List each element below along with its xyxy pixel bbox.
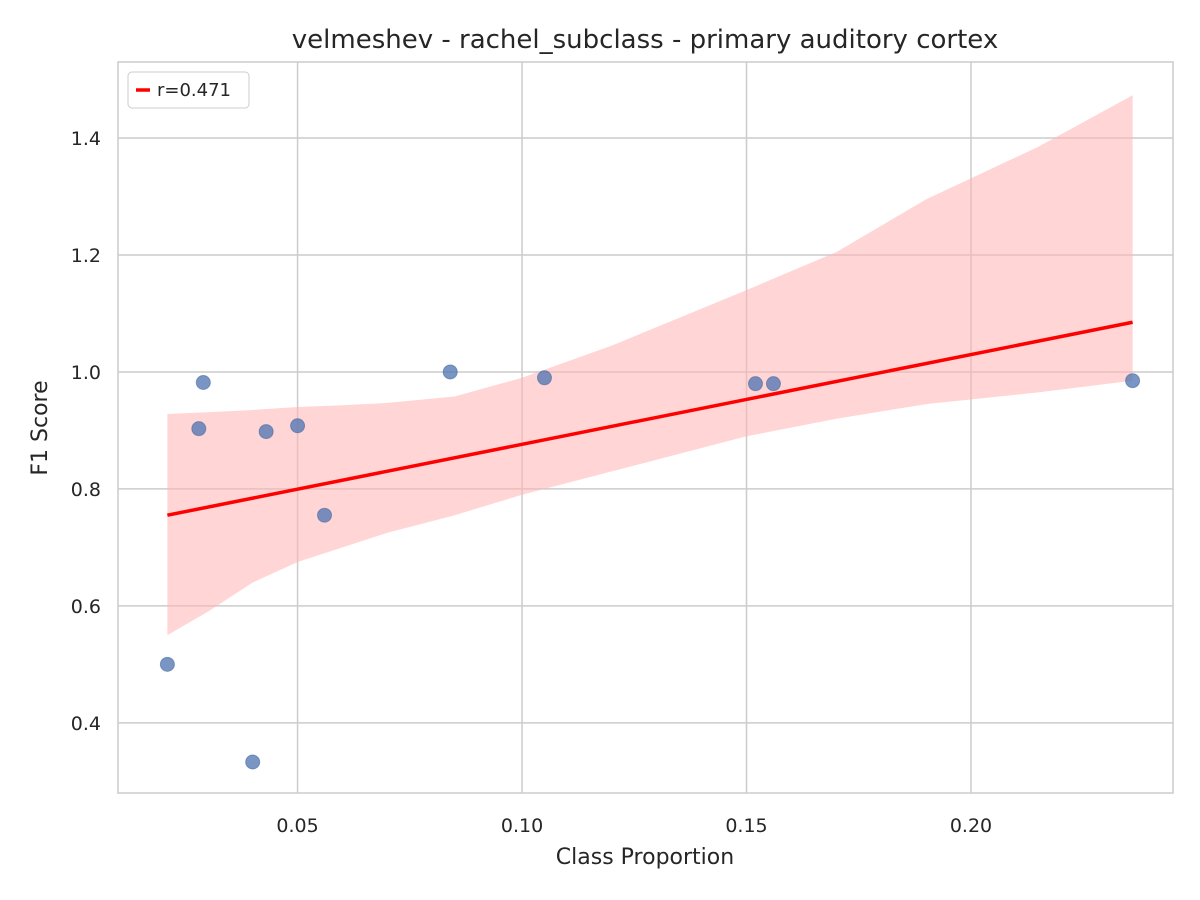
data-point	[1125, 373, 1141, 389]
x-tick-label: 0.15	[725, 815, 767, 837]
plot-frame	[117, 61, 1174, 794]
legend-box	[127, 71, 250, 109]
data-point	[536, 370, 552, 386]
x-axis-label: Class Proportion	[556, 845, 734, 870]
y-tick-labels: 0.4 0.6 0.8 1.0 1.2 1.4	[71, 128, 101, 735]
x-tick-labels: 0.05 0.10 0.15 0.20	[276, 815, 992, 837]
data-point	[442, 364, 458, 380]
legend-label: r=0.471	[157, 80, 231, 101]
data-point	[258, 424, 274, 440]
confidence-band	[167, 95, 1133, 636]
legend: r=0.471	[127, 71, 250, 109]
y-tick-label: 1.4	[71, 128, 101, 150]
data-point	[290, 418, 306, 434]
y-axis-label: F1 Score	[28, 380, 53, 475]
data-points	[159, 364, 1141, 770]
y-tick-label: 0.4	[71, 713, 101, 735]
y-tick-label: 1.0	[71, 362, 101, 384]
regression-line	[167, 320, 1133, 517]
data-point	[317, 507, 333, 523]
data-point	[159, 656, 175, 672]
chart-title: velmeshev - rachel_subclass - primary au…	[292, 25, 998, 55]
data-point	[245, 754, 261, 770]
data-point	[195, 374, 211, 390]
data-point	[191, 421, 207, 437]
data-point	[747, 376, 763, 392]
y-tick-label: 0.6	[71, 596, 101, 618]
x-tick-label: 0.20	[950, 815, 992, 837]
y-tick-label: 0.8	[71, 479, 101, 501]
x-tick-label: 0.10	[501, 815, 543, 837]
data-point	[765, 376, 781, 392]
x-tick-label: 0.05	[276, 815, 318, 837]
y-tick-label: 1.2	[71, 245, 101, 267]
